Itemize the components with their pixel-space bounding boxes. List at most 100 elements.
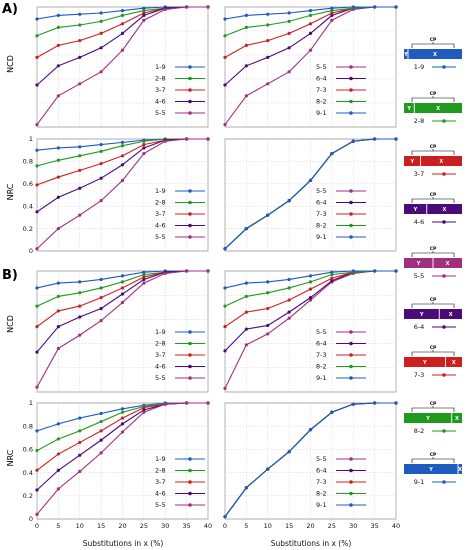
glyph-bar (404, 204, 462, 214)
legend-marker-1-9 (188, 330, 192, 334)
xlabel-left: Substitutions in x (%) (83, 539, 164, 548)
labels-layer: A) B) NCD NRC NCD NRC Substitutions in x… (2, 2, 351, 548)
data-point-9-1 (308, 178, 313, 183)
data-point-5-5 (244, 343, 248, 347)
glyph-marker (442, 480, 446, 484)
data-point-2-8 (35, 304, 39, 308)
legend-label-7-3: 7-3 (316, 478, 327, 486)
data-point-1-9 (35, 17, 39, 21)
glyph-marker (442, 172, 446, 176)
data-point-5-5 (120, 178, 125, 183)
y-tick-label: 0.8 (23, 158, 33, 166)
legend-label-8-2: 8-2 (316, 363, 327, 371)
legend-label-2-8: 2-8 (155, 75, 166, 83)
legend-marker-5-5 (349, 330, 353, 334)
legend-label-8-2: 8-2 (316, 98, 327, 106)
legend-marker-1-9 (188, 457, 192, 461)
legend-label-9-1: 9-1 (316, 109, 327, 117)
glyph-x-label: X (455, 416, 459, 422)
data-point-9-1 (330, 270, 334, 274)
data-point-3-7 (99, 31, 103, 35)
plot-a-nrc-left: 0 0.2 0.4 0.6 0.8 1 1-9 2-8 3-7 4-6 5-5 (23, 135, 210, 255)
data-point-9-1 (394, 5, 398, 9)
cp-bracket (411, 351, 455, 356)
data-point-5-5 (56, 94, 60, 98)
data-point-1-9 (56, 422, 60, 426)
legend-label-5-5: 5-5 (316, 328, 327, 336)
data-point-3-7 (142, 406, 146, 410)
glyph-y-label: Y (409, 159, 414, 165)
data-point-3-7 (78, 168, 82, 172)
legend-marker-8-2 (349, 99, 353, 104)
data-point-5-5 (56, 487, 60, 491)
data-point-4-6 (99, 46, 103, 50)
data-point-5-5 (99, 319, 103, 323)
legend-marker-2-8 (188, 200, 192, 205)
y-tick-label: 0.6 (23, 180, 33, 188)
x-tick-label: 15 (97, 522, 105, 530)
glyph-marker (442, 220, 446, 224)
glyph-y-label: Y (406, 106, 411, 112)
data-point-8-2 (244, 25, 248, 29)
data-point-8-2 (287, 286, 291, 290)
data-point-2-8 (78, 291, 82, 295)
plot-a-nrc-right: 5-5 6-4 7-3 8-2 9-1 (223, 137, 398, 252)
x-tick-label: 20 (118, 522, 126, 530)
data-point-8-2 (330, 273, 334, 277)
data-point-3-7 (35, 183, 39, 187)
glyph-bar (404, 464, 462, 474)
data-point-5-5 (35, 247, 39, 251)
glyph-marker (442, 429, 446, 433)
glyph-y-label: Y (422, 360, 427, 366)
data-point-3-7 (78, 440, 82, 445)
data-point-9-1 (351, 139, 355, 143)
data-point-7-3 (330, 11, 334, 15)
data-point-2-8 (56, 294, 60, 299)
data-point-7-3 (223, 55, 227, 60)
data-point-2-8 (142, 139, 146, 143)
legend-label-6-4: 6-4 (316, 199, 327, 207)
data-point-5-5 (120, 300, 125, 305)
legend-marker-6-4 (349, 76, 353, 81)
data-point-5-5 (330, 18, 334, 22)
data-point-1-9 (56, 13, 60, 17)
legend-marker-2-8 (188, 468, 192, 473)
data-point-9-1 (223, 17, 227, 21)
data-point-9-1 (287, 199, 291, 203)
legend-marker-2-8 (188, 341, 192, 346)
data-point-9-1 (244, 486, 248, 490)
legend-marker-7-3 (349, 480, 353, 484)
x-tick-label: 40 (204, 522, 212, 530)
data-point-4-6 (35, 350, 39, 354)
x-tick-label: 25 (140, 522, 148, 530)
data-point-3-7 (120, 416, 125, 420)
data-point-9-1 (373, 5, 377, 9)
data-point-6-4 (287, 310, 291, 314)
legend-label-2-8: 2-8 (155, 340, 166, 348)
cp-bracket (411, 198, 455, 203)
cp-label: CP (430, 297, 437, 303)
y-tick-label: 1 (29, 135, 33, 143)
legend-marker-3-7 (188, 88, 192, 92)
data-point-5-5 (56, 346, 60, 351)
data-point-6-4 (244, 64, 248, 68)
data-point-3-7 (142, 275, 146, 279)
x-tick-label: 5 (56, 522, 60, 530)
glyph-y-label: Y (403, 52, 408, 58)
data-point-8-2 (223, 34, 227, 38)
legend-label-9-1: 9-1 (316, 374, 327, 382)
legend-marker-9-1 (349, 235, 353, 239)
data-point-9-1 (308, 9, 313, 13)
x-tick-label: 15 (285, 522, 293, 530)
legend-label-3-7: 3-7 (155, 351, 166, 359)
data-point-1-9 (56, 146, 60, 150)
x-tick-label: 30 (161, 522, 169, 530)
data-point-9-1 (351, 5, 355, 9)
plot-a-ncd-left: 1-9 2-8 3-7 4-6 5-5 (35, 5, 210, 128)
plot-b-ncd-right: 5-5 6-4 7-3 8-2 9-1 (223, 269, 398, 393)
data-point-5-5 (206, 5, 210, 9)
legend-label-5-5: 5-5 (316, 63, 327, 71)
legend-label-6-4: 6-4 (316, 340, 327, 348)
data-point-3-7 (56, 175, 60, 179)
y-tick-label: 0 (29, 515, 33, 523)
